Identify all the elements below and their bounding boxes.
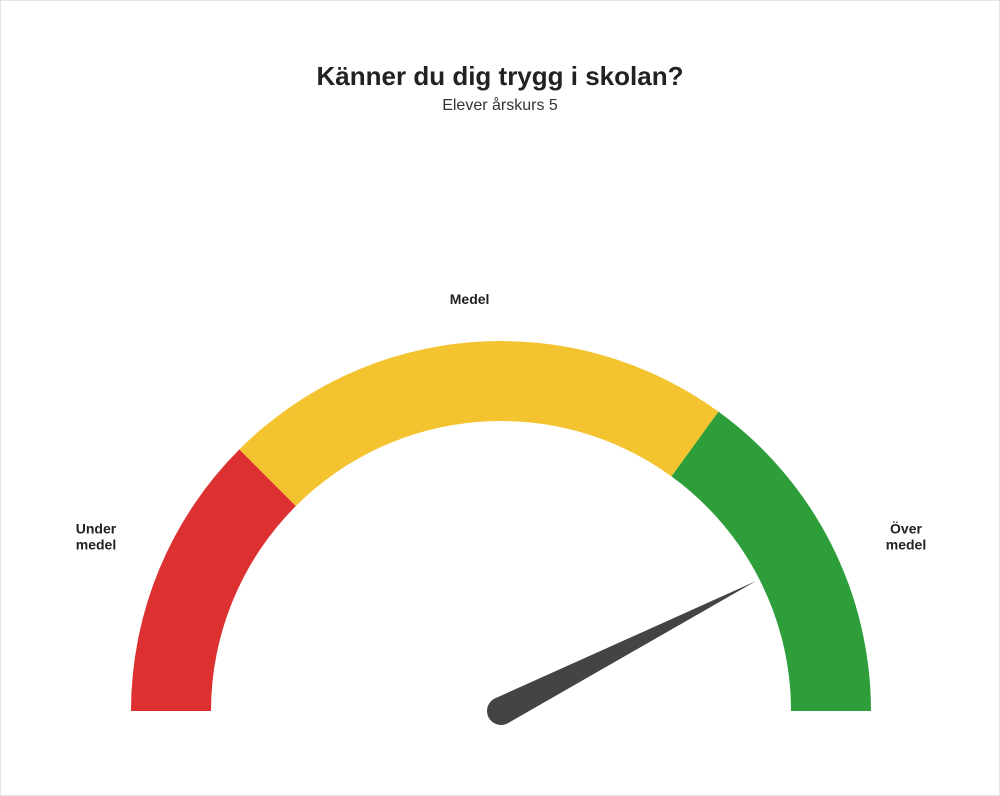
gauge-segment-2 <box>671 412 871 711</box>
chart-subtitle: Elever årskurs 5 <box>1 97 999 115</box>
gauge-segment-label-0: Undermedel <box>76 520 117 552</box>
chart-frame: Känner du dig trygg i skolan? Elever års… <box>0 0 1000 796</box>
gauge-segment-label-2: Övermedel <box>886 520 926 552</box>
gauge-segment-0 <box>131 449 296 711</box>
gauge-needle <box>487 581 756 725</box>
gauge-chart: Undermedel Medel Övermedel <box>1 151 1000 771</box>
gauge-segment-1 <box>239 341 718 506</box>
gauge-container: Undermedel Medel Övermedel <box>1 151 999 755</box>
chart-title: Känner du dig trygg i skolan? <box>1 61 999 92</box>
gauge-segment-label-1: Medel <box>450 291 490 307</box>
